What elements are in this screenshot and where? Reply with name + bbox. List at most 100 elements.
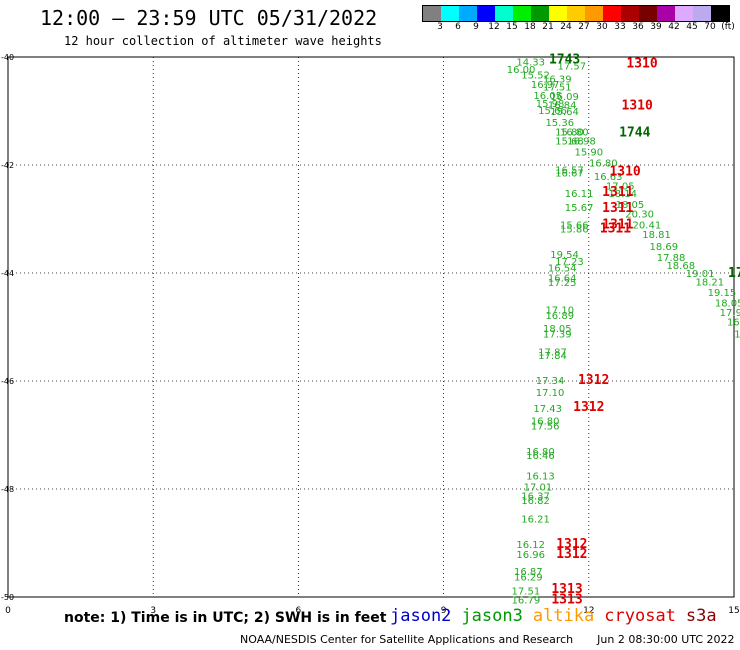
wave-height-label: 16.80 xyxy=(531,416,560,427)
map-grid xyxy=(8,57,734,597)
wave-height-label: 18.05 xyxy=(543,324,572,335)
color-swatch xyxy=(567,6,585,21)
wave-height-label: 16.21 xyxy=(521,515,550,526)
color-scale-label: 9 xyxy=(473,22,479,32)
credit-text: NOAA/NESDIS Center for Satellite Applica… xyxy=(240,633,574,646)
color-swatch xyxy=(549,6,567,21)
wave-height-label: 16.13 xyxy=(526,472,555,483)
wave-height-label: 16.39 xyxy=(543,75,572,86)
wave-height-label: 15.90 xyxy=(574,148,603,159)
wave-height-label: 18.05 xyxy=(616,200,645,211)
color-swatch xyxy=(657,6,675,21)
wave-height-label: 16.97 xyxy=(531,80,560,91)
wave-height-label: 17.96 xyxy=(720,308,740,319)
wave-height-label: 16.54 xyxy=(548,264,577,275)
wave-height-label: 17.05 xyxy=(606,182,635,193)
wave-height-label: 17.84 xyxy=(538,351,567,362)
wave-height-label: 16.82 xyxy=(521,496,550,507)
footnote: note: 1) Time is in UTC; 2) SWH is in fe… xyxy=(64,610,387,626)
wave-height-label: 18.81 xyxy=(642,230,671,241)
wave-height-label: 17.88 xyxy=(657,253,686,264)
wave-height-label: 16.63 xyxy=(594,172,623,183)
y-tick-label: -48 xyxy=(1,485,14,494)
satellite-legend-cryosat: cryosat xyxy=(604,606,676,626)
color-scale-label: 27 xyxy=(578,22,590,32)
wave-height-label: 15.64 xyxy=(550,107,579,118)
pass-time-label: 1310 xyxy=(622,99,653,114)
y-tick-label: -42 xyxy=(1,161,14,170)
pass-time-label: 1310 xyxy=(626,56,657,71)
color-swatch xyxy=(603,6,621,21)
color-scale-label: 3 xyxy=(437,22,443,32)
satellite-legend-jason2: jason2 xyxy=(390,606,452,626)
wave-height-label: 15.36 xyxy=(545,118,574,129)
wave-height-label: 15.67 xyxy=(565,203,594,214)
wave-height-label: 20.41 xyxy=(633,220,662,231)
color-scale-label: 45 xyxy=(686,22,698,32)
satellite-legend-jason3: jason3 xyxy=(461,606,523,626)
x-tick-label: 12 xyxy=(583,606,594,616)
satellite-legend-altika: altika xyxy=(532,606,595,626)
y-tick-label: -46 xyxy=(1,377,14,386)
pass-time-label: 1312 xyxy=(556,547,587,562)
color-swatch xyxy=(621,6,639,21)
wave-height-label: 15.98 xyxy=(536,99,565,110)
color-swatch xyxy=(639,6,657,21)
wave-height-label: 16.87 xyxy=(514,567,543,578)
credit-line: NOAA/NESDIS Center for Satellite Applica… xyxy=(240,633,735,646)
wave-height-label: 17.01 xyxy=(524,482,553,493)
wave-height-label: 17.39 xyxy=(543,329,572,340)
color-scale-label: 15 xyxy=(506,22,518,32)
color-swatch xyxy=(441,6,459,21)
pass-time-label: 1745 xyxy=(728,266,740,281)
color-swatch xyxy=(513,6,531,21)
x-tick-label: 0 xyxy=(5,606,11,616)
color-swatch xyxy=(531,6,549,21)
wave-height-label: 17.10 xyxy=(536,388,565,399)
wave-height-label: 17.10 xyxy=(545,306,574,317)
wave-height-label: 16.89 xyxy=(545,311,574,322)
x-tick-label: 15 xyxy=(728,606,739,616)
wave-height-label: 17.51 xyxy=(512,587,541,598)
wave-height-label: 17.23 xyxy=(555,257,584,268)
wave-height-label: 16.80 xyxy=(526,447,555,458)
wave-height-label: 15.68 xyxy=(555,137,584,148)
wave-height-label: 18.68 xyxy=(666,261,695,272)
wave-height-label: 18.69 xyxy=(649,242,678,253)
color-scale-label: 21 xyxy=(542,22,554,32)
pass-time-label: 1313 xyxy=(551,582,582,597)
pass-time-label: 1311 xyxy=(602,185,633,200)
wave-height-label: 16.57 xyxy=(555,165,584,176)
color-scale-label: 12 xyxy=(488,22,500,32)
wave-height-label: 16.46 xyxy=(526,451,555,462)
color-swatch xyxy=(477,6,495,21)
pass-time-label: 1311 xyxy=(602,217,633,232)
plot-frame xyxy=(7,56,735,598)
wave-height-label: 16.09 xyxy=(550,92,579,103)
wave-height-label: 18.05 xyxy=(715,299,740,310)
pass-time-label: 1313 xyxy=(551,593,582,608)
wave-height-label: 17.51 xyxy=(543,83,572,94)
wave-height-label: 15.80 xyxy=(555,128,584,139)
color-scale-label: 36 xyxy=(632,22,644,32)
pass-time-label: 1312 xyxy=(573,400,604,415)
wave-height-label: 17.25 xyxy=(548,278,577,289)
x-tick-label: 9 xyxy=(441,606,447,616)
wave-height-label: 17.43 xyxy=(533,404,562,415)
wave-height-label: 16.64 xyxy=(548,273,577,284)
page-title: 12:00 — 23:59 UTC 05/31/2022 xyxy=(40,6,378,30)
wave-height-label: 16.67 xyxy=(555,169,584,180)
color-scale-label: (ft) xyxy=(721,22,735,32)
wave-height-label: 16.96 xyxy=(516,550,545,561)
generated-timestamp: Jun 2 08:30:00 UTC 2022 xyxy=(597,633,735,646)
wave-height-label: 18.21 xyxy=(695,278,724,289)
page-subtitle: 12 hour collection of altimeter wave hei… xyxy=(64,34,382,48)
wave-height-label: 20.30 xyxy=(625,210,654,221)
wave-height-label: 16.99 xyxy=(727,318,740,329)
wave-height-label: 17.34 xyxy=(536,376,565,387)
wave-height-label: 17.56 xyxy=(531,421,560,432)
wave-height-label: 17.57 xyxy=(558,62,587,73)
color-scale-label: 39 xyxy=(650,22,662,32)
wave-height-label: 16.79 xyxy=(512,596,541,607)
